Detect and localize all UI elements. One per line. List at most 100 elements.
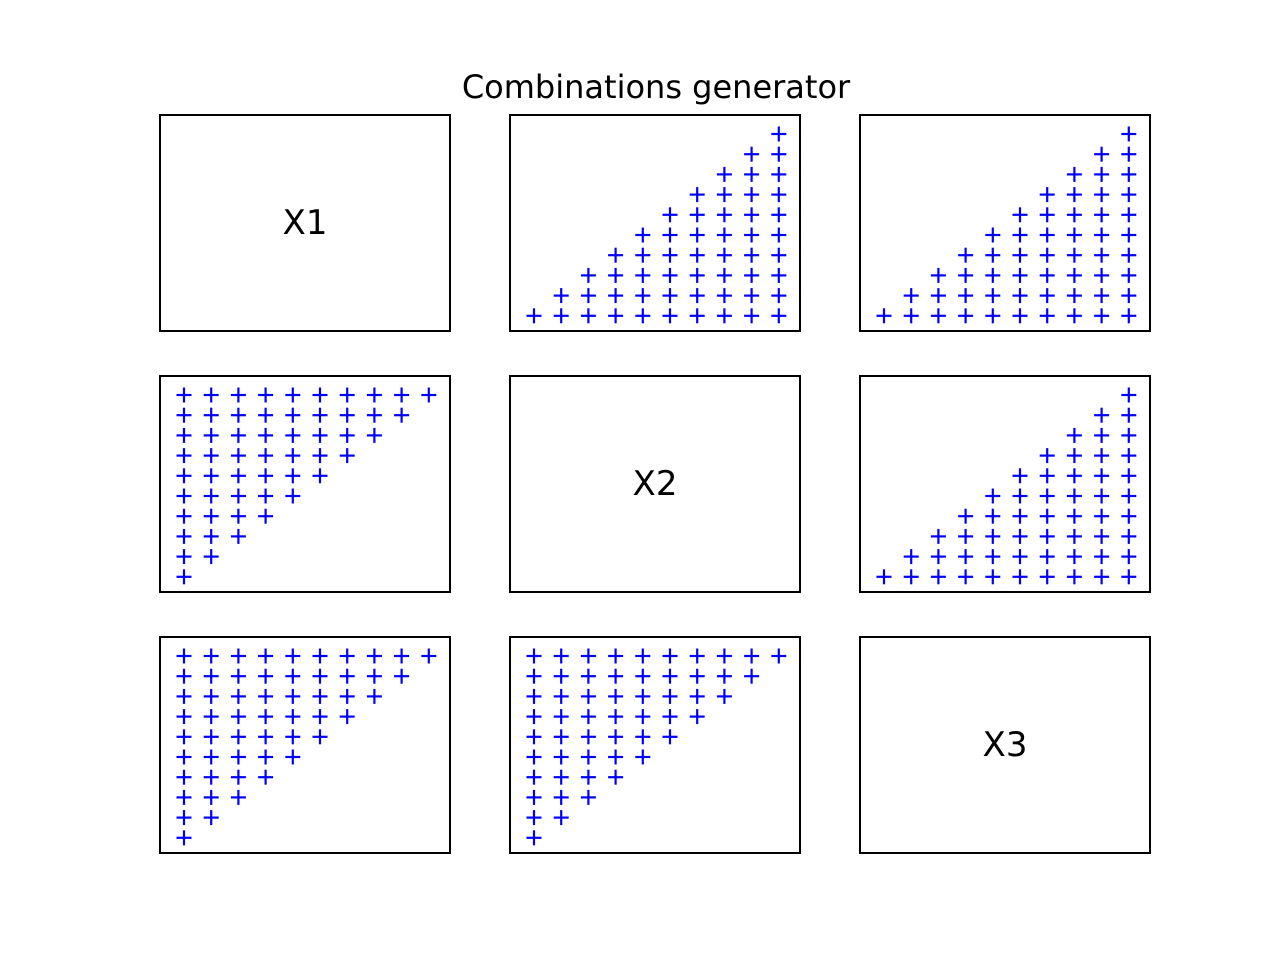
scatter-point [1012, 308, 1028, 324]
scatter-point [1012, 528, 1028, 544]
scatter-point [1094, 146, 1110, 162]
scatter-point [716, 688, 732, 704]
scatter-point [1066, 207, 1082, 223]
scatter-point [176, 448, 192, 464]
scatter-point [985, 288, 1001, 304]
scatter-point [312, 729, 328, 745]
scatter-point [312, 407, 328, 423]
scatter-plot [176, 648, 437, 846]
scatter-point [771, 648, 787, 664]
scatter-point [1066, 247, 1082, 263]
scatter-panel-r3-c2 [509, 636, 801, 854]
scatter-panel-r2-c1 [159, 375, 451, 593]
scatter-point [716, 187, 732, 203]
scatter-point [176, 709, 192, 725]
scatter-point [1012, 468, 1028, 484]
scatter-point [744, 267, 760, 283]
scatter-point [176, 769, 192, 785]
scatter-point [1121, 288, 1137, 304]
scatter-point [608, 769, 624, 785]
scatter-point [958, 288, 974, 304]
scatter-point [1066, 549, 1082, 565]
scatter-point [930, 528, 946, 544]
scatter-point [1066, 187, 1082, 203]
scatter-point [1012, 288, 1028, 304]
scatter-point [930, 288, 946, 304]
scatter-point [662, 668, 678, 684]
scatter-point [1094, 166, 1110, 182]
scatter-point [608, 709, 624, 725]
scatter-point [1094, 528, 1110, 544]
scatter-point [339, 427, 355, 443]
scatter-point [285, 648, 301, 664]
scatter-point [608, 648, 624, 664]
scatter-point [285, 427, 301, 443]
scatter-point [394, 668, 410, 684]
scatter-point [285, 448, 301, 464]
scatter-point [366, 648, 382, 664]
scatter-point [580, 749, 596, 765]
scatter-point [203, 688, 219, 704]
scatter-point [662, 227, 678, 243]
scatter-point [580, 729, 596, 745]
scatter-point [1121, 207, 1137, 223]
scatter-point [1094, 448, 1110, 464]
scatter-point [176, 407, 192, 423]
scatter-point [176, 549, 192, 565]
scatter-point [689, 187, 705, 203]
scatter-point [771, 247, 787, 263]
scatter-point [580, 769, 596, 785]
scatter-point [339, 688, 355, 704]
scatter-point [553, 789, 569, 805]
scatter-point [1094, 267, 1110, 283]
scatter-point [1094, 187, 1110, 203]
scatter-point [771, 207, 787, 223]
scatter-point [635, 688, 651, 704]
scatter-point [1012, 549, 1028, 565]
scatter-point [662, 207, 678, 223]
scatter-point [553, 688, 569, 704]
scatter-point [580, 688, 596, 704]
scatter-point [985, 549, 1001, 565]
scatter-point [258, 668, 274, 684]
scatter-point [394, 387, 410, 403]
scatter-point [958, 569, 974, 585]
scatter-point [203, 528, 219, 544]
scatter-point [1121, 549, 1137, 565]
scatter-point [985, 227, 1001, 243]
scatter-plot [526, 126, 787, 324]
scatter-point [526, 789, 542, 805]
scatter-point [203, 488, 219, 504]
scatter-point [421, 648, 437, 664]
scatter-point [985, 508, 1001, 524]
scatter-point [580, 668, 596, 684]
scatter-point [744, 668, 760, 684]
scatter-point [1012, 247, 1028, 263]
scatter-point [339, 709, 355, 725]
scatter-point [230, 488, 246, 504]
scatter-point [608, 729, 624, 745]
scatter-point [958, 308, 974, 324]
scatter-point [662, 648, 678, 664]
scatter-point [366, 387, 382, 403]
scatter-point [771, 227, 787, 243]
scatter-point [1121, 528, 1137, 544]
scatter-point [635, 648, 651, 664]
scatter-point [1066, 267, 1082, 283]
scatter-point [1039, 528, 1055, 544]
scatter-point [230, 508, 246, 524]
scatter-point [285, 407, 301, 423]
scatter-point [1094, 488, 1110, 504]
scatter-point [230, 407, 246, 423]
scatter-point [1121, 247, 1137, 263]
scatter-point [176, 387, 192, 403]
scatter-point [176, 688, 192, 704]
scatter-point [230, 688, 246, 704]
scatter-point [258, 729, 274, 745]
scatter-point [176, 648, 192, 664]
scatter-point [312, 448, 328, 464]
scatter-point [771, 288, 787, 304]
scatter-point [608, 668, 624, 684]
scatter-point [176, 569, 192, 585]
scatter-point [744, 166, 760, 182]
